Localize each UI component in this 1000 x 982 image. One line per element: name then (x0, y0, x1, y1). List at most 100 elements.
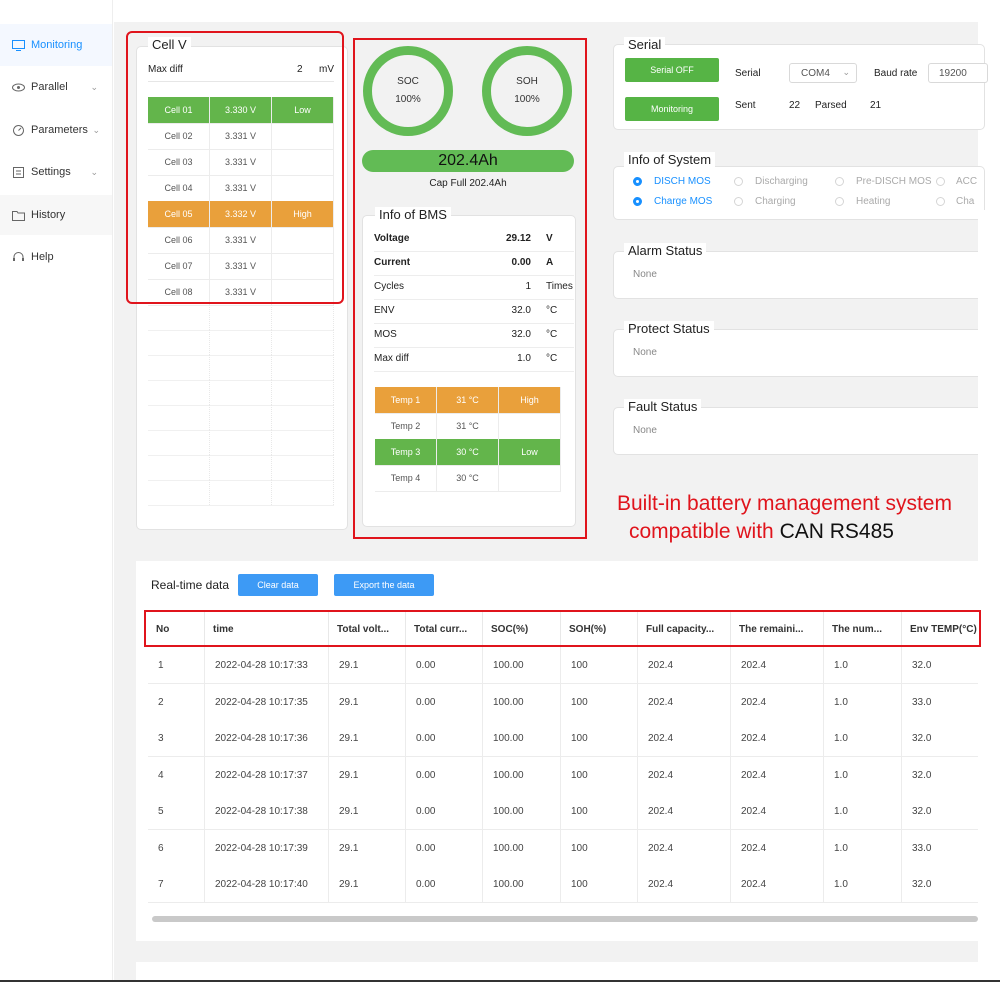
col-header[interactable]: time (205, 612, 329, 646)
fault-status-card (613, 407, 985, 455)
cell-row: Cell 01 3.330 V Low (148, 97, 334, 124)
table-cell: 2022-04-28 10:17:37 (205, 757, 329, 793)
table-cell: 2022-04-28 10:17:36 (205, 720, 329, 756)
cell-row: Cell 06 3.331 V (148, 227, 334, 254)
sidebar-item-monitoring[interactable]: Monitoring (12, 35, 110, 55)
alarm-status-value: None (633, 269, 657, 280)
parsed-value: 21 (870, 100, 882, 111)
export-data-button[interactable]: Export the data (334, 574, 434, 596)
table-cell: 33.0 (912, 842, 932, 854)
cell-voltage-title: Cell V (148, 37, 191, 52)
bms-row-current: Current 0.00 A (374, 251, 574, 276)
realtime-table-header: No time Total volt... Total curr... SOC(… (148, 612, 978, 646)
capacity-bar: 202.4Ah (362, 150, 574, 172)
table-cell: 100.00 (483, 684, 561, 720)
table-cell: 7 (148, 866, 205, 902)
table-cell: 2022-04-28 10:17:38 (205, 793, 329, 829)
soc-gauge: SOC 100% (363, 46, 453, 136)
acc-label: ACC (956, 176, 978, 187)
baud-rate-select[interactable]: 19200 (928, 63, 988, 83)
col-header[interactable]: Full capacity... (638, 612, 731, 646)
table-row[interactable]: 1 2022-04-28 10:17:33 29.1 0.00 100.00 100 202… (148, 647, 978, 684)
table-row[interactable]: 5 2022-04-28 10:17:38 29.1 0.00 100.00 100 202… (148, 793, 978, 830)
promo-line-2: compatible with CAN RS485 (629, 520, 894, 544)
soc-value: 100% (395, 94, 421, 105)
table-cell: 0.00 (406, 793, 483, 829)
monitoring-button[interactable]: Monitoring (625, 97, 719, 121)
table-cell: 100.00 (483, 647, 561, 683)
alarm-status-card (613, 251, 985, 299)
table-cell: 202.4 (638, 830, 731, 866)
empty-cell-row (148, 330, 334, 356)
col-header[interactable]: The num... (824, 612, 902, 646)
table-cell: 100.00 (483, 866, 561, 902)
table-cell: 202.4 (638, 757, 731, 793)
acc-radio (936, 177, 945, 186)
table-row[interactable]: 4 2022-04-28 10:17:37 29.1 0.00 100.00 100 202… (148, 757, 978, 794)
table-cell: 202.4 (731, 647, 824, 683)
col-header[interactable]: Env TEMP(°C) (910, 623, 977, 635)
serial-title: Serial (624, 37, 666, 52)
sidebar-item-label: Parameters (31, 124, 88, 136)
table-cell: 100 (561, 757, 638, 793)
bms-row-cycles: Cycles 1 Times (374, 275, 574, 300)
table-row[interactable]: 6 2022-04-28 10:17:39 29.1 0.00 100.00 100 202… (148, 830, 978, 867)
table-cell: 29.1 (329, 684, 406, 720)
table-cell: 1.0 (824, 720, 902, 756)
table-cell: 1.0 (824, 793, 902, 829)
table-cell: 6 (148, 830, 205, 866)
baud-rate-label: Baud rate (874, 68, 918, 79)
table-row[interactable]: 7 2022-04-28 10:17:40 29.1 0.00 100.00 100 202… (148, 866, 978, 903)
sidebar-item-settings[interactable]: Settings ⌄ (12, 162, 110, 182)
col-header[interactable]: Total volt... (329, 612, 406, 646)
serial-port-select[interactable]: COM4 ⌄ (789, 63, 857, 83)
sidebar-item-label: Parallel (31, 81, 68, 93)
pre-disch-mos-label: Pre-DISCH MOS (856, 176, 932, 187)
col-header[interactable]: Total curr... (406, 612, 483, 646)
table-cell: 4 (148, 757, 205, 793)
table-cell: 32.0 (912, 769, 932, 781)
sidebar-item-help[interactable]: Help (12, 247, 110, 267)
table-cell: 1.0 (824, 757, 902, 793)
table-cell: 1.0 (824, 830, 902, 866)
table-cell: 202.4 (731, 684, 824, 720)
disch-mos-radio (633, 177, 642, 186)
col-header[interactable]: The remaini... (731, 612, 824, 646)
table-cell: 100 (561, 866, 638, 902)
table-cell: 2022-04-28 10:17:39 (205, 830, 329, 866)
empty-cell-row (148, 480, 334, 506)
bottom-border (0, 980, 1000, 982)
sidebar-item-parameters[interactable]: Parameters ⌄ (12, 120, 110, 140)
sidebar-item-history[interactable]: History (12, 205, 110, 225)
table-cell: 202.4 (731, 830, 824, 866)
settings-icon (12, 166, 25, 178)
charge-status-label: Cha (956, 196, 975, 207)
table-cell: 29.1 (329, 720, 406, 756)
sidebar-item-parallel[interactable]: Parallel ⌄ (12, 77, 110, 97)
table-cell: 100 (561, 830, 638, 866)
col-header[interactable]: SOH(%) (561, 612, 638, 646)
serial-off-button[interactable]: Serial OFF (625, 58, 719, 82)
table-row[interactable]: 2 2022-04-28 10:17:35 29.1 0.00 100.00 100 202… (148, 684, 978, 721)
charging-radio (734, 197, 743, 206)
cell-row: Cell 03 3.331 V (148, 149, 334, 176)
table-cell: 1.0 (824, 647, 902, 683)
col-header[interactable]: SOC(%) (483, 612, 561, 646)
clear-data-button[interactable]: Clear data (238, 574, 318, 596)
alarm-status-title: Alarm Status (624, 243, 707, 258)
bms-info-title: Info of BMS (375, 207, 451, 222)
table-cell: 32.0 (912, 805, 932, 817)
soh-label: SOH (516, 76, 538, 87)
table-cell: 5 (148, 793, 205, 829)
col-header[interactable]: No (148, 612, 205, 646)
soh-value: 100% (514, 94, 540, 105)
table-cell: 29.1 (329, 866, 406, 902)
empty-cell-row (148, 305, 334, 331)
sidebar-item-label: Monitoring (31, 39, 83, 51)
protect-status-title: Protect Status (624, 321, 714, 336)
fault-status-value: None (633, 425, 657, 436)
horizontal-scrollbar[interactable] (152, 916, 978, 922)
table-row[interactable]: 3 2022-04-28 10:17:36 29.1 0.00 100.00 100 202… (148, 720, 978, 757)
table-cell: 29.1 (329, 757, 406, 793)
table-cell: 202.4 (731, 757, 824, 793)
